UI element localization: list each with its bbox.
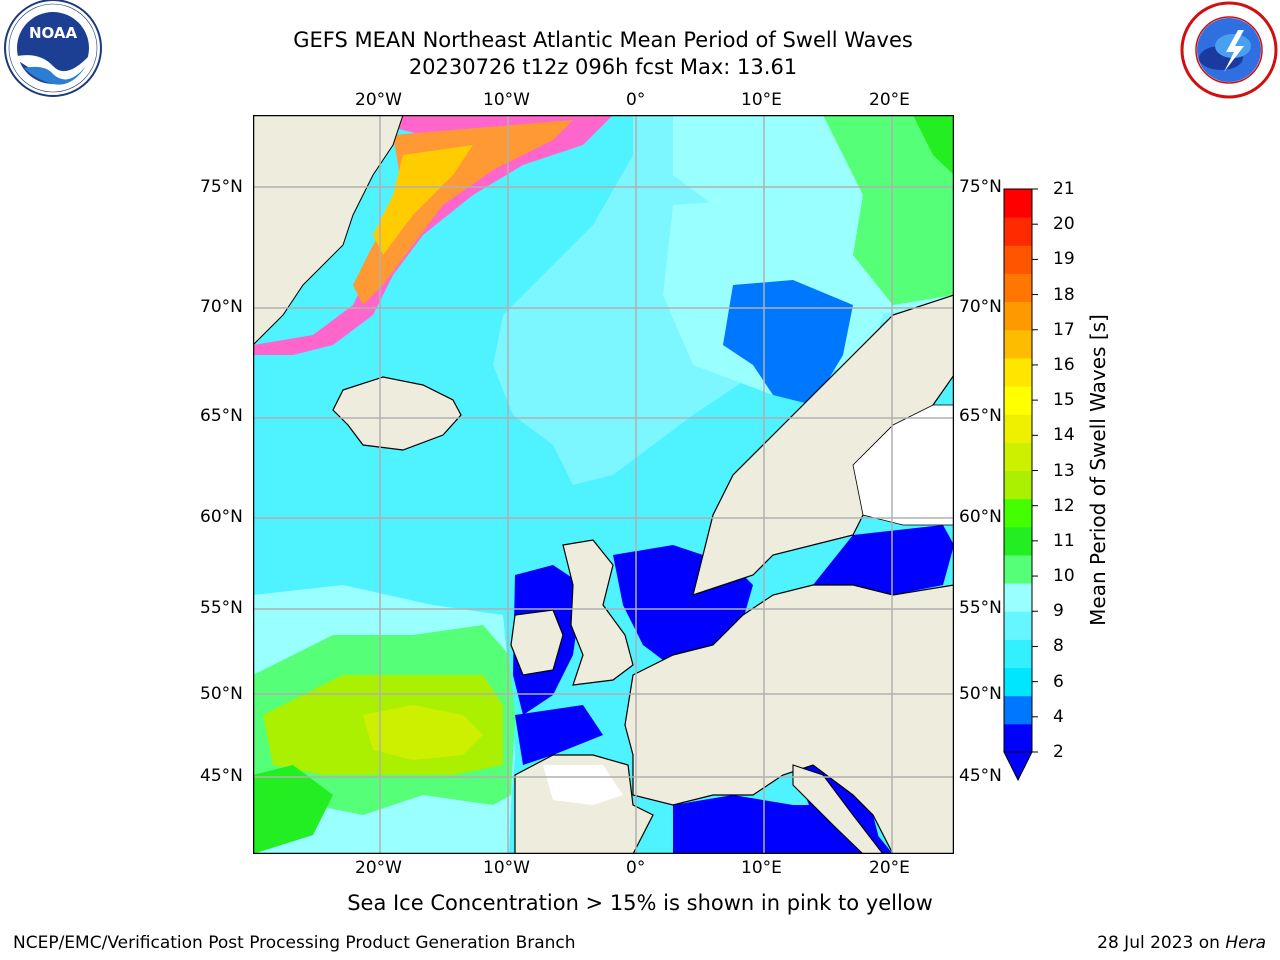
colorbar-segment <box>1004 695 1032 725</box>
colorbar-tick-label: 2 <box>1053 742 1064 762</box>
lat-label-right: 65°N <box>959 406 1002 426</box>
colorbar-tick-label: 6 <box>1053 671 1064 692</box>
colorbar-segment <box>1004 245 1032 274</box>
lat-label-right: 55°N <box>959 598 1002 618</box>
colorbar-segment <box>1004 667 1032 697</box>
lat-label-right: 75°N <box>959 177 1002 197</box>
colorbar-tick-label: 4 <box>1053 706 1064 727</box>
lon-label-top: 10°E <box>741 90 782 110</box>
forecast-map <box>252 114 955 855</box>
colorbar-segment <box>1004 414 1032 443</box>
colorbar-segment <box>1004 386 1032 415</box>
footer-credit: NCEP/EMC/Verification Post Processing Pr… <box>13 933 576 953</box>
colorbar-tick-label: 16 <box>1053 354 1075 375</box>
colorbar-segment <box>1004 357 1032 387</box>
colorbar-tick-label: 9 <box>1053 601 1064 622</box>
sea-ice-note: Sea Ice Concentration > 15% is shown in … <box>347 891 933 915</box>
colorbar-tick-label: 19 <box>1053 249 1075 270</box>
colorbar <box>1000 186 1050 786</box>
lat-label-right: 70°N <box>959 297 1002 317</box>
colorbar-segment <box>1004 526 1032 556</box>
lat-label-right: 45°N <box>959 766 1002 786</box>
colorbar-tick-label: 13 <box>1053 460 1075 481</box>
lat-label-left: 60°N <box>200 507 243 527</box>
lon-label-top: 10°W <box>483 90 530 110</box>
map-svg <box>252 114 955 855</box>
colorbar-segment <box>1004 611 1032 640</box>
lon-label-bottom: 10°E <box>741 858 782 878</box>
colorbar-tick-label: 10 <box>1053 566 1075 587</box>
map-gridlines <box>253 115 954 854</box>
lat-label-right: 60°N <box>959 507 1002 527</box>
lon-label-bottom: 20°E <box>869 858 910 878</box>
footer-date-text: 28 Jul 2023 on <box>1097 933 1226 953</box>
colorbar-tick-label: 8 <box>1053 636 1064 657</box>
colorbar-label: Mean Period of Swell Waves [s] <box>1086 314 1110 626</box>
lat-label-left: 65°N <box>200 406 243 426</box>
colorbar-segment <box>1004 273 1032 303</box>
colorbar-segment <box>1004 723 1032 753</box>
colorbar-tick-label: 20 <box>1053 214 1075 235</box>
colorbar-extend-arrow <box>1003 751 1033 782</box>
colorbar-segment <box>1004 554 1032 584</box>
colorbar-tick-label: 21 <box>1053 179 1075 199</box>
colorbar-segment <box>1004 217 1032 246</box>
colorbar-segment <box>1004 189 1032 218</box>
lat-label-left: 75°N <box>200 177 243 197</box>
colorbar-tick-label: 18 <box>1053 284 1075 305</box>
footer-host: Hera <box>1225 933 1266 953</box>
colorbar-tick-label: 11 <box>1053 530 1075 551</box>
chart-title: GEFS MEAN Northeast Atlantic Mean Period… <box>293 28 913 52</box>
lat-label-left: 50°N <box>200 684 243 704</box>
colorbar-tick-label: 14 <box>1053 425 1075 446</box>
lon-label-bottom: 10°W <box>483 858 530 878</box>
footer-date: 28 Jul 2023 on Hera <box>1097 933 1266 953</box>
lon-label-top: 20°W <box>355 90 402 110</box>
chart-subtitle-run: 20230726 t12z 096h fcst Max: 13.61 <box>408 55 798 79</box>
colorbar-tick-label: 12 <box>1053 495 1075 516</box>
lat-label-left: 45°N <box>200 766 243 786</box>
colorbar-segment <box>1004 639 1032 669</box>
colorbar-segment <box>1004 442 1032 471</box>
lat-label-left: 55°N <box>200 598 243 618</box>
colorbar-segment <box>1004 583 1032 612</box>
colorbar-segment <box>1004 498 1032 528</box>
lat-label-left: 70°N <box>200 297 243 317</box>
colorbar-tick-label: 15 <box>1053 390 1075 411</box>
nws-logo <box>1178 0 1280 100</box>
colorbar-segment <box>1004 470 1032 500</box>
colorbar-tick-label: 17 <box>1053 319 1075 340</box>
lon-label-top: 20°E <box>869 90 910 110</box>
lon-label-top: 0° <box>626 90 646 110</box>
noaa-logo: NOAA <box>0 0 106 100</box>
lat-label-right: 50°N <box>959 684 1002 704</box>
colorbar-segment <box>1004 301 1032 331</box>
svg-text:NOAA: NOAA <box>29 24 78 42</box>
lon-label-bottom: 0° <box>626 858 646 878</box>
lon-label-bottom: 20°W <box>355 858 402 878</box>
colorbar-segment <box>1004 329 1032 359</box>
